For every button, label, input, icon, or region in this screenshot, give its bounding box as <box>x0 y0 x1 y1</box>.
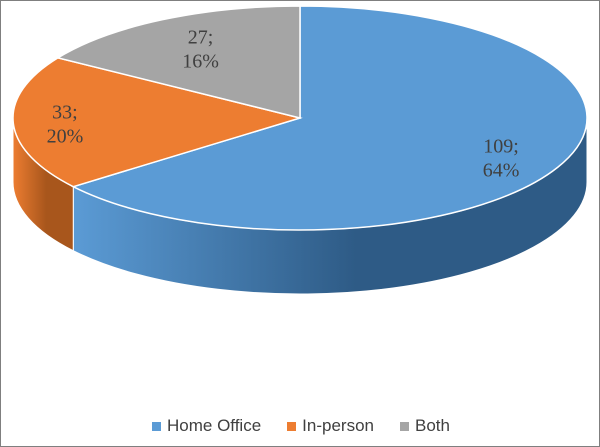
legend-entry-both: Both <box>400 416 450 436</box>
legend-label-both: Both <box>415 416 450 435</box>
data-label-percent-in-person: 20% <box>47 125 84 147</box>
legend-label-in-person: In-person <box>302 416 374 435</box>
data-label-percent-home-office: 64% <box>483 159 520 181</box>
legend-entry-in-person: In-person <box>287 416 374 436</box>
legend-swatch-home-office <box>152 421 161 431</box>
data-label-value-home-office: 109; <box>483 135 519 157</box>
pie-slice-in-person <box>12 57 303 188</box>
pie-slice-both <box>55 5 301 119</box>
legend-swatch-both <box>400 421 409 431</box>
pie-top <box>12 5 588 231</box>
data-label-value-both: 27; <box>188 26 214 48</box>
data-label-value-in-person: 33; <box>52 101 78 123</box>
legend-swatch-in-person <box>287 421 297 431</box>
legend: Home Office In-person Both <box>1 414 600 438</box>
data-labels: 109;64% 33;20% 27;16% <box>47 26 520 181</box>
pie-slice-home-office <box>71 5 588 231</box>
legend-entry-home-office: Home Office <box>152 416 261 436</box>
legend-label-home-office: Home Office <box>167 416 262 435</box>
data-label-percent-both: 16% <box>182 50 219 72</box>
